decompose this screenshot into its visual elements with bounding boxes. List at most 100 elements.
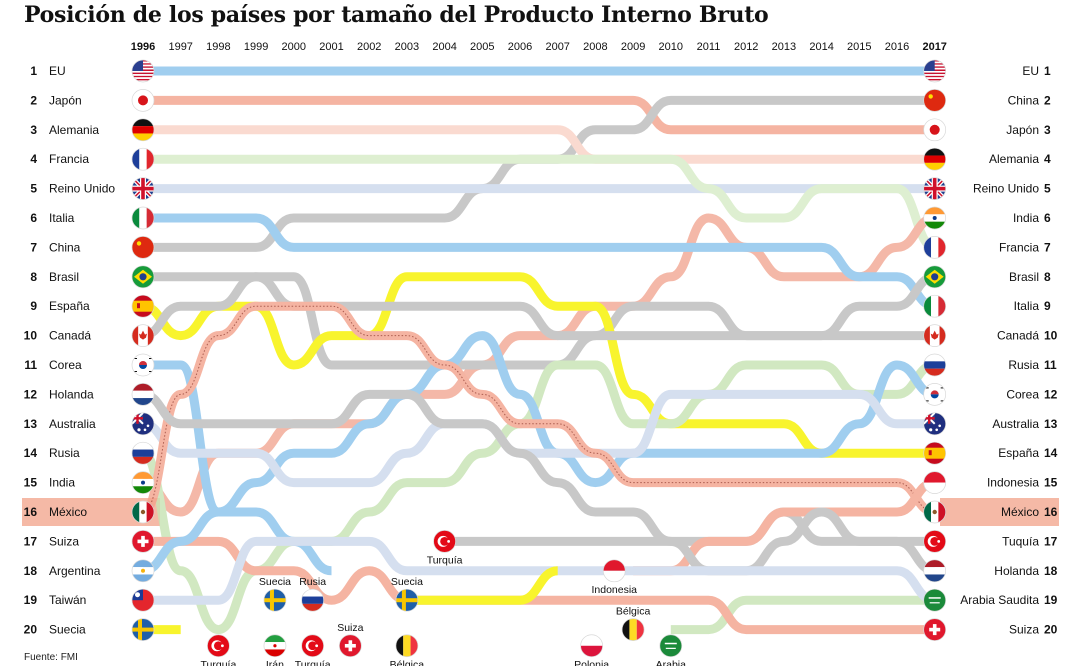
year-label-1999: 1999 (244, 41, 268, 53)
series-line-italia (143, 213, 936, 311)
year-label-2000: 2000 (282, 41, 306, 53)
right-country-indonesia: Indonesia (987, 476, 1039, 490)
flag-right-india-icon (923, 206, 947, 230)
right-country-suiza: Suiza (1009, 623, 1039, 637)
right-rank-10: 10 (1044, 329, 1058, 343)
right-rank-6: 6 (1044, 211, 1051, 225)
series-line-turquia (444, 507, 935, 576)
right-rank-8: 8 (1044, 270, 1051, 284)
source-note: Fuente: FMI (24, 652, 78, 663)
entrant-label-suecia: Suecia (391, 576, 423, 588)
left-country-eu: EU (49, 64, 66, 78)
right-country-alemania: Alemania (989, 152, 1039, 166)
right-rank-19: 19 (1044, 593, 1058, 607)
series-line-corea (143, 331, 936, 517)
flag-left-suiza-icon (131, 530, 155, 553)
right-rank-11: 11 (1044, 358, 1057, 372)
right-country-japon: Japón (1006, 123, 1039, 137)
flag-left-francia-icon (131, 147, 155, 171)
right-rank-14: 14 (1044, 446, 1058, 460)
flag-right-holanda-icon (923, 559, 947, 583)
year-label-2013: 2013 (772, 41, 796, 53)
left-country-brasil: Brasil (49, 270, 79, 284)
left-country-canada: Canadá (49, 329, 91, 343)
flag-left-italia-icon (131, 206, 155, 230)
right-rank-17: 17 (1044, 534, 1058, 548)
right-country-reino-unido: Reino Unido (973, 182, 1039, 196)
left-country-corea: Corea (49, 358, 82, 372)
right-country-india: India (1013, 211, 1039, 225)
right-rank-20: 20 (1044, 623, 1058, 637)
flag-right-japon-icon (923, 118, 947, 142)
series-line-canada (142, 272, 935, 341)
year-label-2015: 2015 (847, 41, 871, 53)
right-country-china: China (1008, 93, 1040, 107)
left-rank-16: 16 (24, 505, 38, 519)
flag-left-china-icon (131, 236, 155, 259)
flag-right-china-icon (923, 89, 947, 112)
highlight-band-right (940, 498, 1059, 526)
right-country-arabia-saudita: Arabia Saudita (960, 593, 1039, 607)
flag-left-reino-unido-icon (131, 177, 155, 200)
flag-left-taiwan-icon (131, 588, 155, 612)
entrant-flag-suiza-icon (339, 634, 362, 658)
left-country-india: India (49, 476, 75, 490)
flag-left-rusia-icon (131, 441, 155, 465)
entrant-label-arabia-saudita: Arabia (656, 659, 687, 666)
left-rank-8: 8 (30, 270, 37, 284)
left-country-mexico: México (49, 505, 87, 519)
series-line-suiza (143, 536, 935, 635)
year-label-2010: 2010 (659, 41, 683, 53)
entrant-flag-rusia-icon (301, 588, 324, 612)
left-rank-4: 4 (30, 152, 37, 166)
entrant-flag-arabia-saudita-icon (659, 634, 683, 658)
right-rank-1: 1 (1044, 64, 1051, 78)
left-rank-6: 6 (30, 211, 37, 225)
left-country-australia: Australia (49, 417, 96, 431)
flag-left-canada-icon (131, 324, 155, 347)
left-rank-15: 15 (24, 476, 38, 490)
series-lines (141, 66, 937, 635)
year-label-1996: 1996 (131, 41, 155, 53)
right-country-francia: Francia (999, 240, 1039, 254)
left-country-francia: Francia (49, 152, 89, 166)
right-country-corea: Corea (1006, 387, 1039, 401)
entrant-flag-indonesia-icon (602, 559, 626, 583)
flag-left-suecia-icon (131, 618, 155, 641)
left-rank-10: 10 (24, 329, 38, 343)
left-country-italia: Italia (49, 211, 75, 225)
entrant-label-belgica: Bélgica (616, 606, 651, 618)
entrant-flag-turquia-icon (301, 634, 324, 658)
flag-left-brasil-icon (131, 265, 155, 289)
flag-right-tuquia-icon (923, 530, 947, 553)
year-label-1998: 1998 (206, 41, 230, 53)
right-rank-2: 2 (1044, 93, 1051, 107)
left-rank-1: 1 (30, 64, 37, 78)
left-country-holanda: Holanda (49, 387, 94, 401)
series-line-espana (142, 272, 935, 458)
flag-left-mexico-icon (131, 500, 155, 524)
right-country-eu: EU (1022, 64, 1039, 78)
entrant-label-turquia: Turquía (201, 659, 237, 666)
left-rank-11: 11 (24, 358, 37, 372)
left-rank-9: 9 (30, 299, 37, 313)
series-line-australia (142, 389, 935, 488)
entrant-label-indonesia: Indonesia (591, 584, 637, 596)
right-country-rusia: Rusia (1008, 358, 1039, 372)
flag-right-francia-icon (923, 236, 947, 259)
entrant-label-belgica: Bélgica (390, 659, 425, 666)
entrant-label-polonia: Polonia (574, 659, 609, 666)
year-label-2009: 2009 (621, 41, 645, 53)
left-rank-2: 2 (30, 93, 37, 107)
flag-right-mexico-icon (923, 500, 947, 524)
left-rank-5: 5 (30, 182, 37, 196)
flag-left-holanda-icon (131, 383, 155, 406)
left-rank-14: 14 (24, 446, 38, 460)
year-label-2016: 2016 (885, 41, 909, 53)
flag-left-eu-icon (131, 59, 155, 83)
series-line-indonesia (633, 478, 936, 576)
entrant-flag-belgica-icon (621, 618, 645, 641)
entrant-label-turquia: Turquía (427, 554, 463, 566)
flag-right-canada-icon (923, 324, 947, 347)
